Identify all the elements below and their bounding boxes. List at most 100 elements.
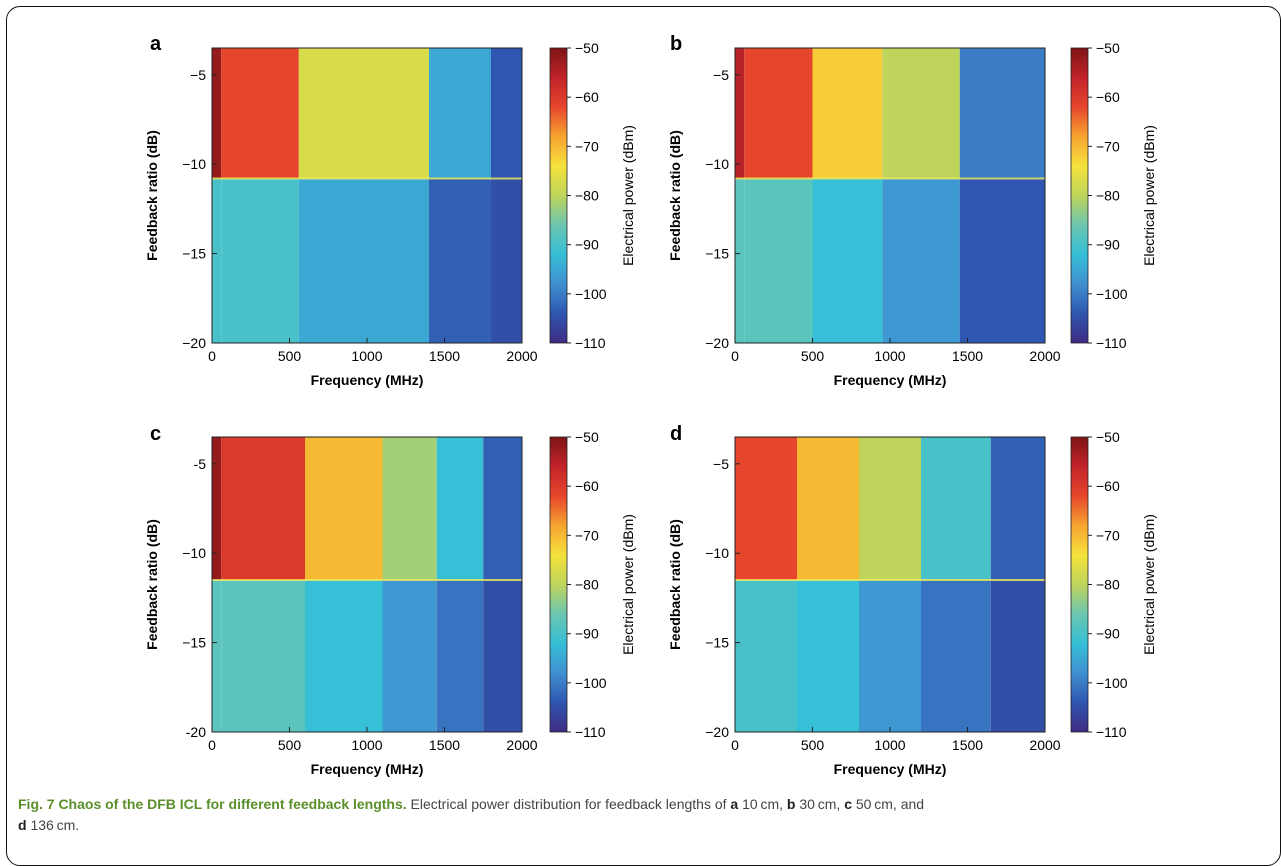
colorbar-tick-label-d: −60: [1096, 478, 1120, 494]
colorbar-tick-label-d: −90: [1096, 626, 1120, 642]
heatmap-cell-b-lower-2: [812, 178, 883, 343]
heatmap-cell-c-lower-1: [221, 580, 305, 732]
colorbar-tick-label-c: −50: [575, 429, 599, 445]
heatmap-cell-d-lower-2: [859, 580, 921, 732]
colorbar-tick-label-a: −60: [575, 89, 599, 105]
y-axis-title-d: Feedback ratio (dB): [667, 519, 683, 650]
heatmap-cell-a-lower-3: [429, 178, 491, 343]
caption-panel-d: d: [18, 817, 27, 833]
caption-title: Fig. 7 Chaos of the DFB ICL for differen…: [18, 796, 407, 812]
figure-panels: a 0 500 1000 1500 2000 −5 −10 −15 −20 Frequency (M…: [144, 33, 1157, 777]
heatmap-cell-b-lower-1: [744, 178, 813, 343]
heatmap-cell-a-upper-3: [429, 48, 491, 179]
x-tick-label-c: 2000: [506, 737, 537, 753]
caption-text: Electrical power distribution for feedba…: [406, 796, 731, 812]
x-axis-title-a: Frequency (MHz): [311, 372, 424, 388]
colorbar-tick-label-c: −100: [575, 675, 607, 691]
colorbar-tick-label-a: −70: [575, 138, 599, 154]
x-tick-label-c: 500: [278, 737, 302, 753]
y-tick-label-d: −20: [705, 724, 729, 740]
colorbar-tick-label-a: −90: [575, 237, 599, 253]
heatmap-cell-b-upper-1: [744, 48, 813, 179]
y-tick-label-d: −15: [705, 635, 729, 651]
colorbar-tick-label-a: −100: [575, 286, 607, 302]
y-axis-title-b: Feedback ratio (dB): [667, 130, 683, 261]
heatmap-cell-a-upper-1: [221, 48, 299, 179]
y-tick-label-b: −15: [705, 246, 729, 262]
colorbar-tick-label-d: −100: [1096, 675, 1128, 691]
figure-caption: Fig. 7 Chaos of the DFB ICL for differen…: [18, 794, 1268, 836]
caption-panel-c: c: [844, 796, 852, 812]
heatmap-cell-d-upper-2: [859, 437, 921, 581]
heatmap-cell-b-upper-0: [735, 48, 745, 179]
colorbar-title-a: Electrical power (dBm): [620, 125, 636, 266]
heatmap-cell-b-lower-3: [882, 178, 960, 343]
heatmap-cell-b-lower-4: [959, 178, 1045, 343]
colorbar-tick-label-b: −90: [1096, 237, 1120, 253]
colorbar-tick-label-d: −70: [1096, 527, 1120, 543]
y-tick-label-c: −10: [182, 545, 206, 561]
x-tick-label-d: 2000: [1029, 737, 1060, 753]
heatmap-cell-c-upper-2: [305, 437, 383, 581]
colorbar-tick-label-b: −50: [1096, 40, 1120, 56]
heatmap-cell-b-upper-3: [882, 48, 960, 179]
heatmap-cell-d-lower-1: [797, 580, 859, 732]
colorbar-tick-label-a: −80: [575, 188, 599, 204]
heatmap-cell-a-lower-1: [221, 178, 299, 343]
y-tick-label-c: -5: [194, 456, 207, 472]
x-tick-label-b: 2000: [1029, 348, 1060, 364]
y-tick-label-b: −20: [705, 335, 729, 351]
x-tick-label-d: 0: [731, 737, 739, 753]
heatmap-cell-c-lower-3: [382, 580, 437, 732]
heatmap-cell-b-lower-0: [735, 178, 745, 343]
colorbar-tick-label-a: −50: [575, 40, 599, 56]
caption-length-b: 30 cm,: [795, 796, 845, 812]
colorbar-a: [549, 47, 568, 344]
panel-label-c: c: [150, 423, 161, 445]
panel-label-d: d: [670, 423, 682, 445]
y-axis-title-c: Feedback ratio (dB): [144, 519, 160, 650]
y-tick-label-a: −10: [182, 156, 206, 172]
colorbar-tick-label-b: −70: [1096, 138, 1120, 154]
colorbar-b: [1070, 47, 1089, 344]
x-tick-label-c: 0: [208, 737, 216, 753]
caption-panel-a: a: [730, 796, 739, 812]
x-tick-label-d: 500: [801, 737, 825, 753]
caption-panel-b: b: [786, 796, 796, 812]
y-axis-title-a: Feedback ratio (dB): [144, 130, 160, 261]
heatmap-cell-c-upper-0: [212, 437, 222, 581]
heatmap-cell-a-lower-0: [212, 178, 222, 343]
colorbar-tick-label-d: −80: [1096, 577, 1120, 593]
x-axis-title-b: Frequency (MHz): [834, 372, 947, 388]
heatmap-cell-b-upper-4: [959, 48, 1045, 179]
heatmap-cell-a-lower-4: [491, 178, 522, 343]
heatmap-cell-d-upper-1: [797, 437, 859, 581]
heatmap-cell-c-upper-3: [382, 437, 437, 581]
caption-length-d: 136 cm.: [26, 817, 80, 833]
x-tick-label-a: 500: [278, 348, 302, 364]
colorbar-tick-label-b: −100: [1096, 286, 1128, 302]
colorbar-tick-label-c: −70: [575, 527, 599, 543]
x-tick-label-b: 500: [801, 348, 825, 364]
heatmap-cell-d-lower-0: [735, 580, 797, 732]
x-tick-label-c: 1500: [429, 737, 460, 753]
heatmap-cell-a-upper-2: [298, 48, 429, 179]
colorbar-c: [549, 436, 568, 733]
colorbar-title-b: Electrical power (dBm): [1141, 125, 1157, 266]
x-tick-label-d: 1000: [874, 737, 905, 753]
colorbar-tick-label-d: −110: [1096, 724, 1127, 740]
colorbar-tick-label-b: −60: [1096, 89, 1120, 105]
heatmap-cell-c-lower-5: [483, 580, 522, 732]
y-tick-label-c: -20: [186, 724, 206, 740]
x-tick-label-b: 1500: [952, 348, 983, 364]
x-axis-title-c: Frequency (MHz): [311, 761, 424, 777]
heatmap-cell-a-lower-2: [298, 178, 429, 343]
heatmap-cell-c-upper-5: [483, 437, 522, 581]
y-tick-label-a: −15: [182, 246, 206, 262]
x-tick-label-a: 1500: [429, 348, 460, 364]
colorbar-tick-label-b: −110: [1096, 335, 1127, 351]
caption-length-c: 50 cm, and: [852, 796, 925, 812]
heatmap-cell-a-upper-0: [212, 48, 222, 179]
x-tick-label-b: 1000: [874, 348, 905, 364]
